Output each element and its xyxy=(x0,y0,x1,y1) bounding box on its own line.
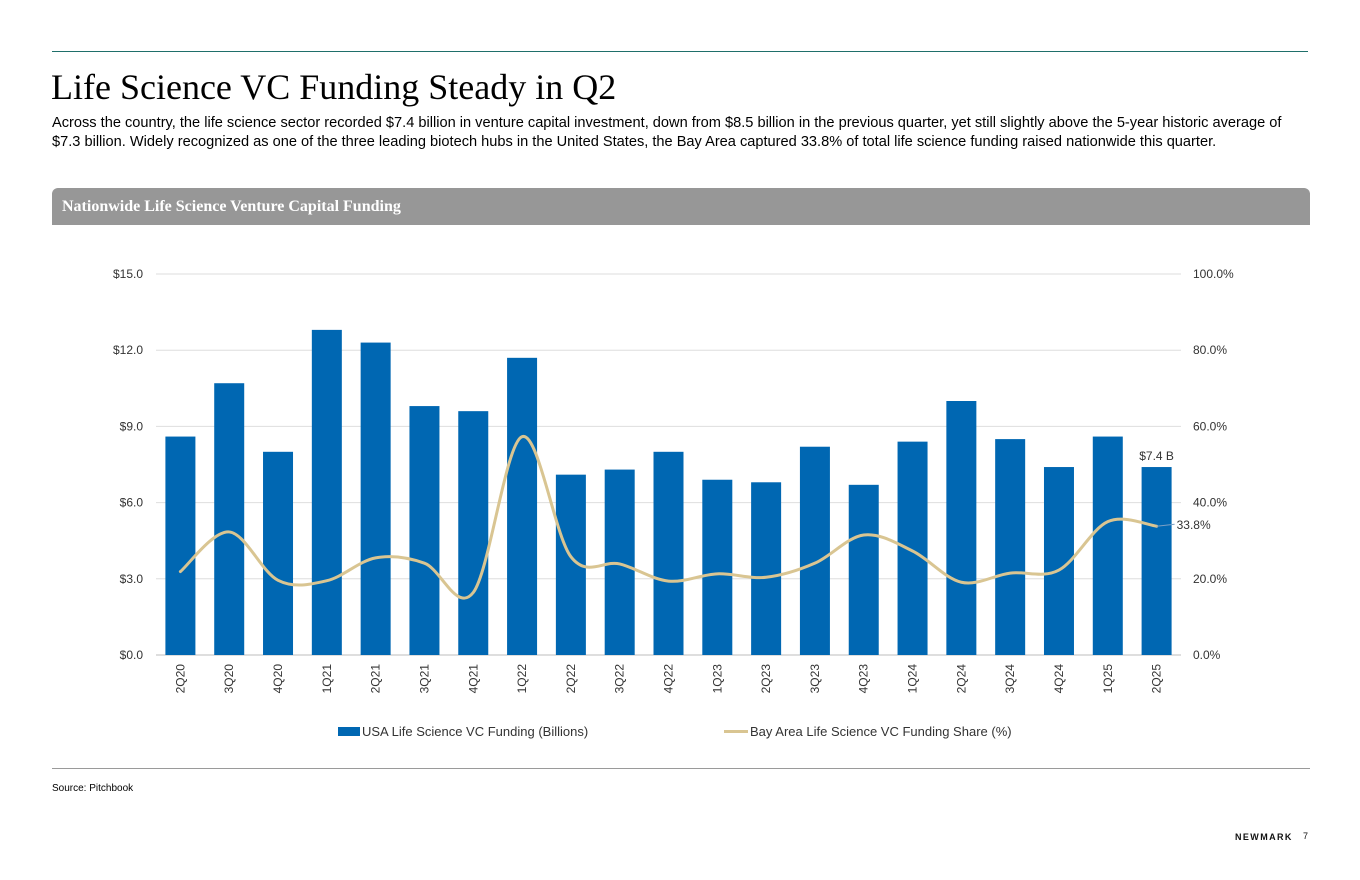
bar xyxy=(360,342,391,655)
y-tick-label-left: $9.0 xyxy=(120,419,144,433)
bar-series xyxy=(165,329,1172,655)
chart-legend: USA Life Science VC Funding (Billions) B… xyxy=(0,724,1360,744)
bar xyxy=(604,469,635,655)
line-series xyxy=(178,435,1159,600)
legend-swatch-bar xyxy=(338,727,360,736)
x-tick-label: 3Q24 xyxy=(1003,664,1017,694)
bar xyxy=(1092,436,1123,655)
legend-label-bar: USA Life Science VC Funding (Billions) xyxy=(362,724,589,739)
x-tick-label: 3Q22 xyxy=(613,664,627,694)
legend-item-line: Bay Area Life Science VC Funding Share (… xyxy=(724,724,1012,739)
x-tick-label: 3Q21 xyxy=(417,664,431,694)
x-tick-label: 4Q22 xyxy=(662,664,676,694)
y-tick-label-left: $15.0 xyxy=(113,267,143,281)
y-tick-label-left: $12.0 xyxy=(113,343,143,357)
bar xyxy=(1141,467,1172,655)
x-tick-label: 3Q20 xyxy=(222,664,236,694)
bar-data-label: $7.4 B xyxy=(1139,449,1174,463)
bar xyxy=(897,441,928,655)
y-tick-label-left: $0.0 xyxy=(120,648,144,662)
x-tick-label: 4Q21 xyxy=(466,664,480,694)
x-tick-label: 3Q23 xyxy=(808,664,822,694)
chart-header-title: Nationwide Life Science Venture Capital … xyxy=(62,198,401,215)
y-tick-label-left: $3.0 xyxy=(120,572,144,586)
x-tick-label: 4Q23 xyxy=(857,664,871,694)
axes: $0.0 $3.0 $6.0 $9.0 $12.0 $15.0 0.0% 20.0% 40.0%… xyxy=(113,267,1234,693)
x-tick-label: 1Q22 xyxy=(515,664,529,694)
bar xyxy=(409,406,440,655)
bar xyxy=(751,482,782,655)
line-label-leader xyxy=(1156,523,1175,527)
x-tick-label: 2Q24 xyxy=(954,664,968,694)
bar xyxy=(702,479,733,655)
line-data-label: 33.8% xyxy=(1177,518,1211,532)
legend-item-bar: USA Life Science VC Funding (Billions) xyxy=(338,724,588,739)
legend-label-line: Bay Area Life Science VC Funding Share (… xyxy=(750,724,1012,739)
bar xyxy=(458,411,489,655)
bar xyxy=(311,329,342,655)
bar xyxy=(995,439,1026,655)
top-divider xyxy=(52,51,1308,52)
legend-swatch-line xyxy=(724,730,748,733)
brand-logo-text: NEWMARK xyxy=(1235,832,1293,842)
y-tick-label-right: 0.0% xyxy=(1193,648,1221,662)
x-tick-label: 2Q23 xyxy=(759,664,773,694)
page-number: 7 xyxy=(1303,831,1309,841)
y-tick-label-right: 100.0% xyxy=(1193,267,1234,281)
source-note: Source: Pitchbook xyxy=(52,783,134,794)
x-tick-label: 2Q22 xyxy=(564,664,578,694)
y-tick-label-right: 60.0% xyxy=(1193,419,1227,433)
x-tick-label: 2Q25 xyxy=(1150,664,1164,694)
chart-header-bar: Nationwide Life Science Venture Capital … xyxy=(52,188,1310,225)
bar xyxy=(653,451,684,655)
x-tick-label: 4Q24 xyxy=(1052,664,1066,694)
y-tick-label-left: $6.0 xyxy=(120,496,144,510)
bar xyxy=(263,451,294,655)
page-title: Life Science VC Funding Steady in Q2 xyxy=(51,67,617,107)
x-tick-label: 2Q20 xyxy=(173,664,187,694)
bar xyxy=(507,357,538,655)
bar xyxy=(799,446,830,655)
x-tick-label: 2Q21 xyxy=(369,664,383,694)
y-tick-label-right: 80.0% xyxy=(1193,343,1227,357)
bar xyxy=(214,383,245,655)
x-tick-label: 1Q25 xyxy=(1101,664,1115,694)
x-tick-label: 1Q21 xyxy=(320,664,334,694)
bottom-divider xyxy=(52,768,1310,769)
line-path xyxy=(178,435,1159,600)
x-tick-label: 1Q24 xyxy=(906,664,920,694)
bar xyxy=(946,401,977,655)
summary-paragraph: Across the country, the life science sec… xyxy=(52,115,1282,150)
bar xyxy=(165,436,196,655)
x-tick-label: 4Q20 xyxy=(271,664,285,694)
bar xyxy=(848,484,879,655)
y-tick-label-right: 40.0% xyxy=(1193,496,1227,510)
data-labels: $7.4 B 33.8% xyxy=(1139,449,1211,532)
x-tick-label: 1Q23 xyxy=(710,664,724,694)
y-tick-label-right: 20.0% xyxy=(1193,572,1227,586)
